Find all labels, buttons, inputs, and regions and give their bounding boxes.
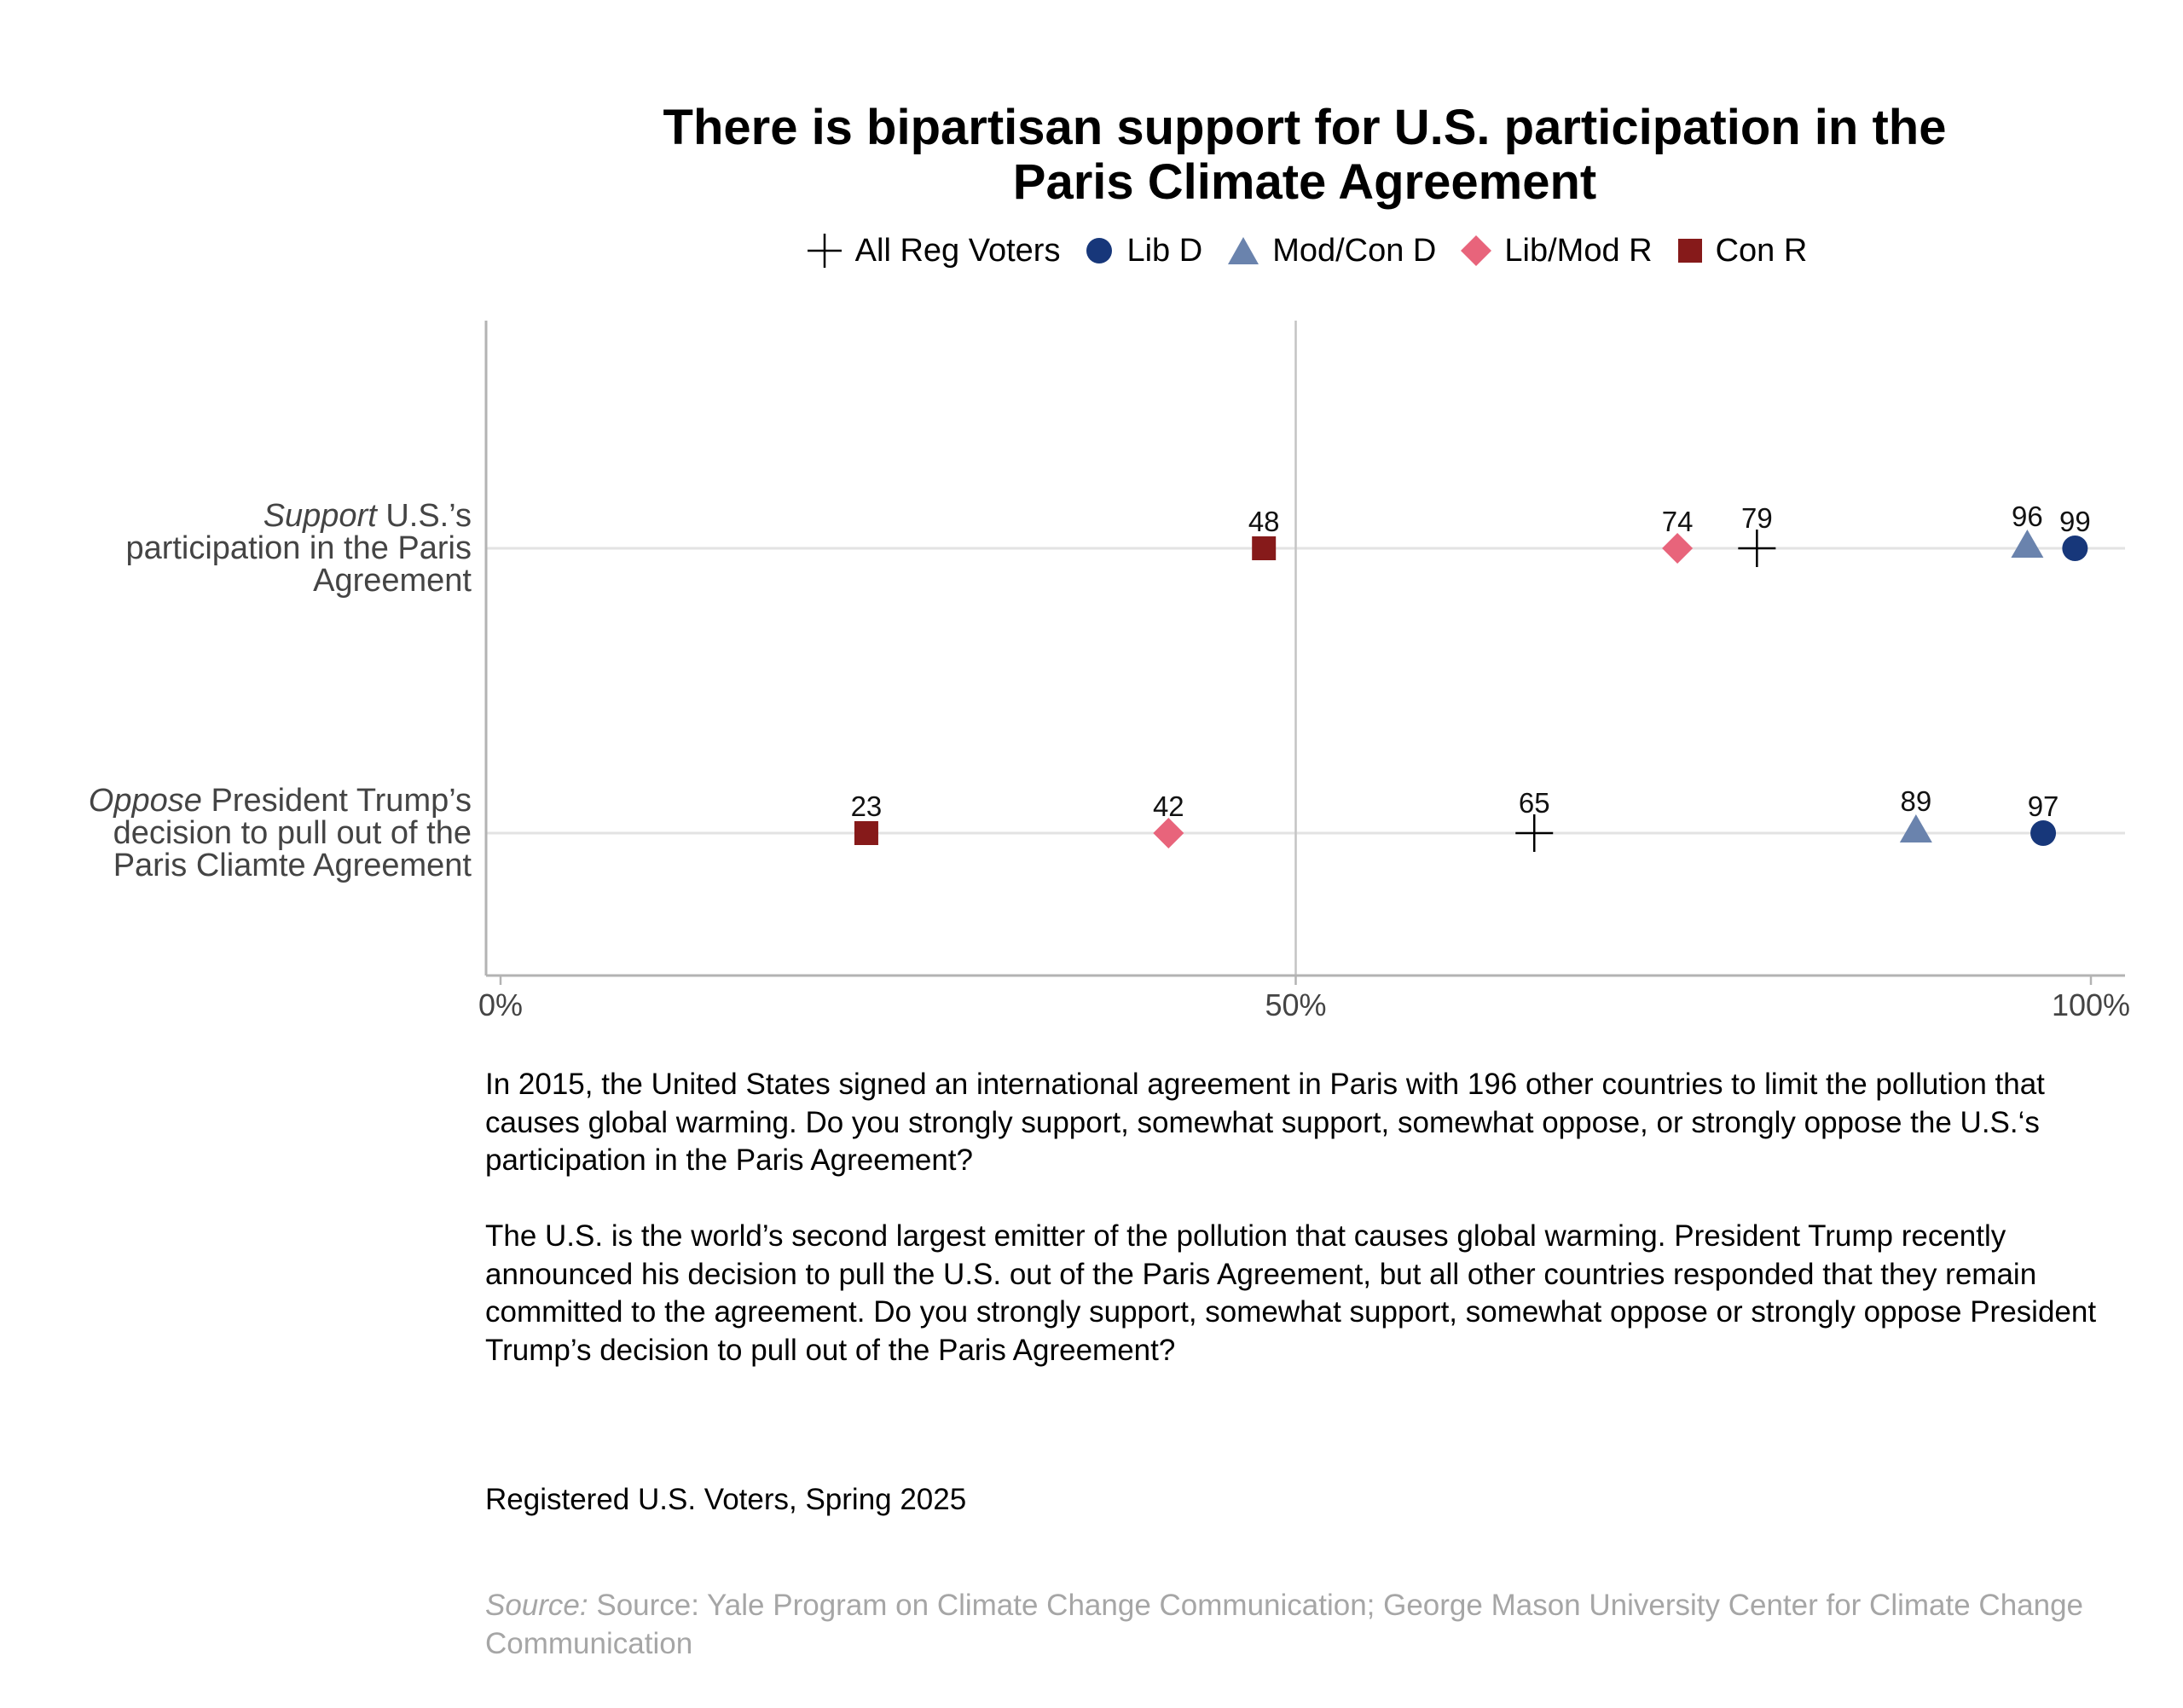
x-tick-label: 0% [478,987,523,1022]
data-label-mod-con-d: 89 [1900,785,1931,817]
chart-title-line-2: Paris Climate Agreement [1012,154,1597,210]
data-label-lib-d: 97 [2028,790,2059,822]
legend-label: All Reg Voters [854,232,1061,269]
point-lib-d [2062,536,2088,561]
point-lib-mod-r [1662,533,1694,564]
x-tick-label: 100% [2052,987,2130,1022]
legend-label: Lib/Mod R [1504,232,1653,269]
point-mod-con-d [2011,530,2044,558]
data-label-con-r: 23 [851,790,883,822]
point-mod-con-d [1899,814,1932,842]
category-label-line-2: participation in the Paris [125,530,472,566]
question-1-text: In 2015, the United States signed an int… [485,1068,2045,1177]
legend-item-lib-mod-r: Lib/Mod R [1460,232,1653,269]
legend-item-con-r: Con R [1676,232,1808,269]
point-con-r [1252,536,1277,560]
category-label-line-1: Support U.S.’s [263,498,472,534]
point-con-r [854,821,878,845]
point-all-reg-voters [1738,530,1776,567]
chart-title-line-1: There is bipartisan support for U.S. par… [663,100,1947,155]
category-label-line-1: Oppose President Trump’s [89,783,472,819]
diamond-marker-icon [1461,235,1492,266]
category-label-line-3: Paris Cliamte Agreement [113,848,472,883]
data-label-mod-con-d: 96 [2012,501,2043,532]
category-label-emphasis: Oppose [89,783,202,819]
data-label-all-reg-voters: 79 [1741,502,1773,534]
category-label-rest: U.S.’s [377,498,472,534]
data-label-con-r: 48 [1248,506,1280,537]
legend-label: Lib D [1126,232,1203,269]
legend-item-mod-con-d: Mod/Con D [1226,233,1436,269]
data-label-all-reg-voters: 65 [1519,787,1550,819]
source-label: Source: [485,1589,588,1622]
category-label-rest: President Trump’s [202,783,472,819]
question-2-text: The U.S. is the world’s second largest e… [485,1219,2097,1367]
source-text: Source: Yale Program on Climate Change C… [485,1589,2084,1660]
data-label-lib-d: 99 [2059,506,2091,537]
category-label-emphasis: Support [263,498,379,534]
category-label-line-3: Agreement [313,563,472,599]
legend-item-all-reg-voters: All Reg Voters [806,232,1061,269]
chart-title: There is bipartisan support for U.S. par… [486,101,2123,210]
point-all-reg-voters [1515,814,1554,852]
circle-marker-icon [1086,238,1113,263]
category-label-line-2: decision to pull out of the [113,815,472,851]
cross-marker-icon [807,234,842,268]
legend-item-lib-d: Lib D [1084,233,1202,269]
data-label-lib-mod-r: 74 [1662,506,1694,537]
legend-label: Mod/Con D [1272,232,1437,269]
square-marker-icon [1677,239,1702,263]
point-lib-mod-r [1153,818,1184,848]
sample-description: Registered U.S. Voters, Spring 2025 [485,1483,967,1516]
chart-legend: All Reg Voters Lib D Mod/Con D Lib/Mod R… [0,232,2183,269]
data-label-lib-mod-r: 42 [1153,790,1184,822]
legend-label: Con R [1715,232,1808,269]
source-note: Source: Source: Yale Program on Climate … [485,1587,2183,1663]
triangle-marker-icon [1228,237,1259,264]
point-lib-d [2030,820,2057,846]
x-tick-label: 50% [1265,987,1326,1022]
